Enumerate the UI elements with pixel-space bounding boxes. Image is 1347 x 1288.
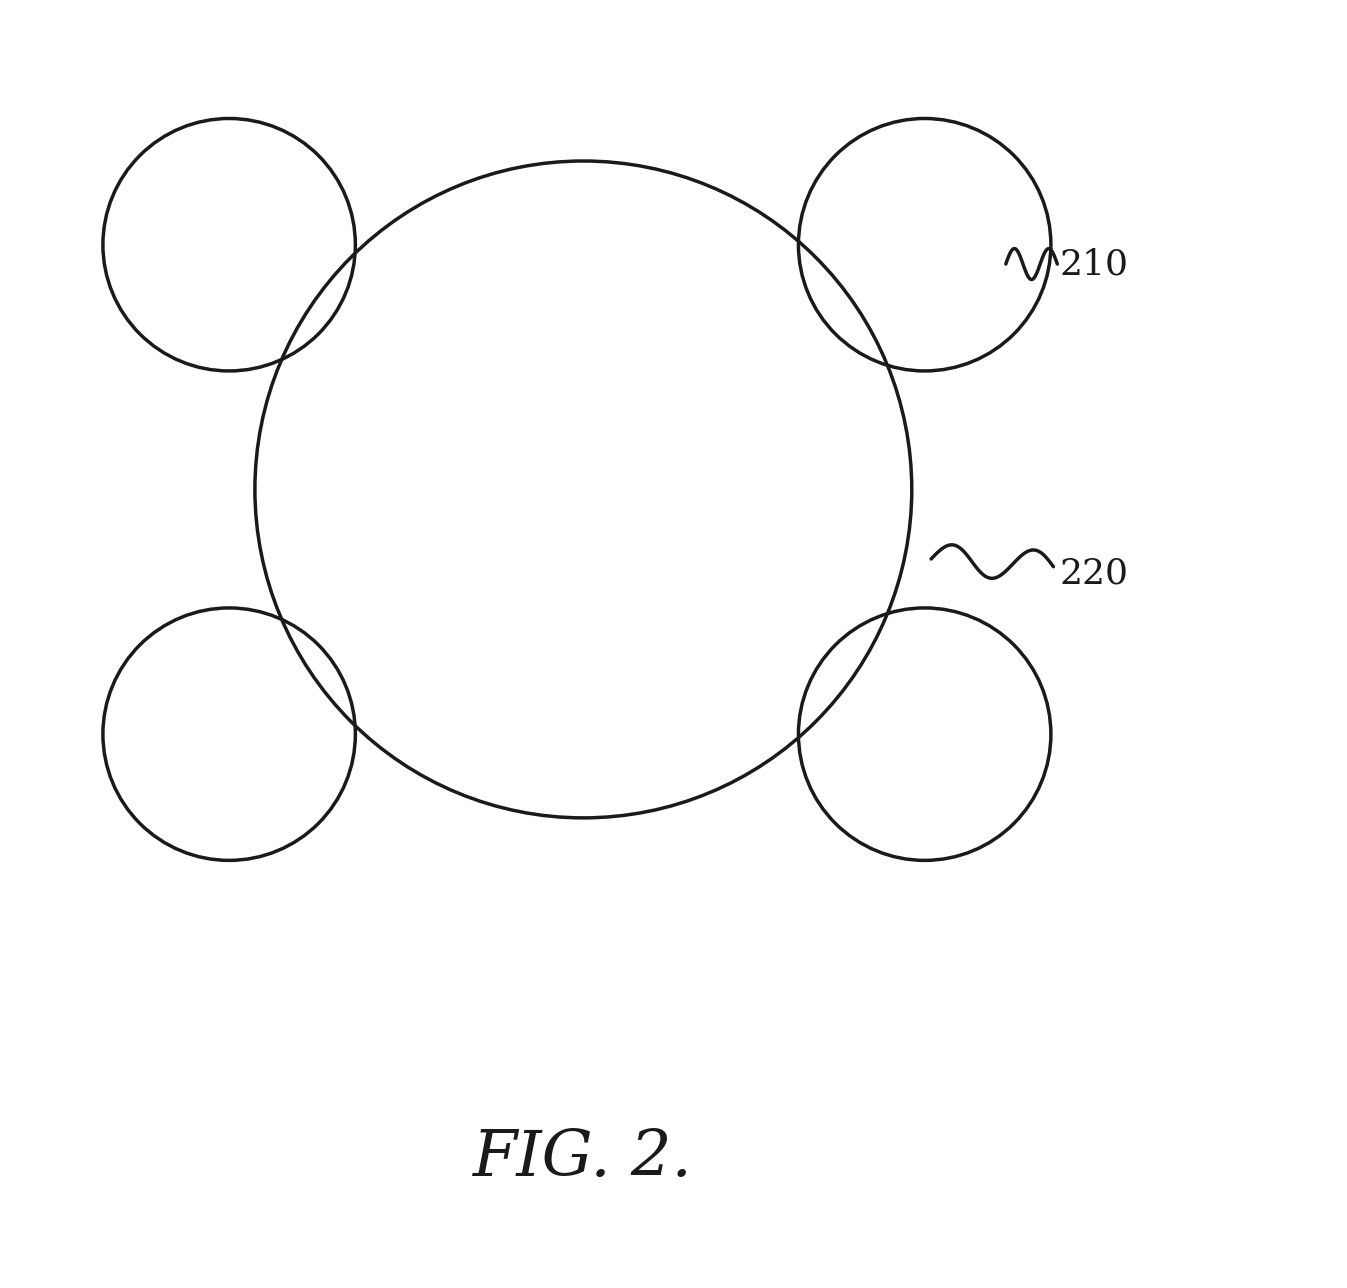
Text: FIG. 2.: FIG. 2.	[473, 1128, 694, 1190]
Text: 220: 220	[1060, 556, 1129, 590]
Text: 210: 210	[1060, 247, 1129, 281]
